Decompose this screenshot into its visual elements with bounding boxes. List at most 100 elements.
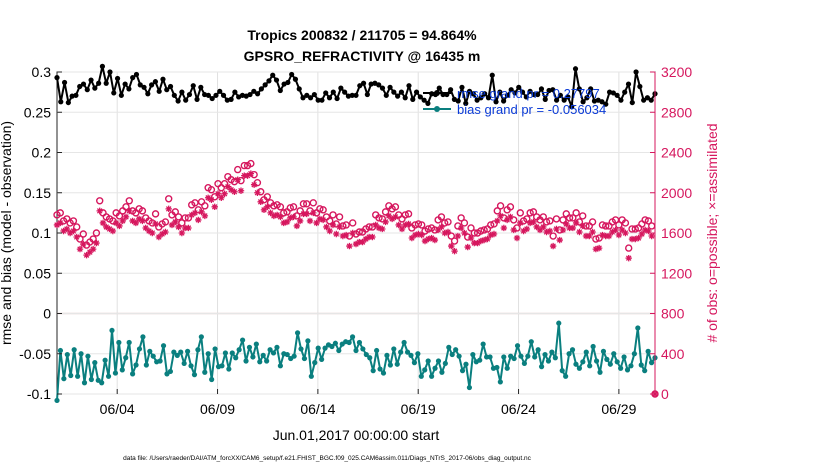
rmse-point bbox=[133, 71, 140, 78]
bias-point bbox=[535, 347, 541, 353]
legend-rmse-marker bbox=[434, 90, 440, 96]
bias-point bbox=[432, 365, 438, 371]
y-right-tick-label: 0 bbox=[661, 386, 669, 402]
rmse-point bbox=[535, 91, 541, 98]
bias-point bbox=[442, 360, 448, 367]
obs-assimilated-point bbox=[589, 228, 596, 236]
obs-assimilated-point bbox=[162, 228, 169, 236]
obs-assimilated-point bbox=[139, 217, 146, 225]
rmse-point bbox=[550, 87, 556, 93]
obs-possible-point bbox=[280, 209, 288, 217]
obs-possible-point bbox=[286, 204, 294, 212]
bias-point bbox=[219, 363, 225, 369]
obs-assimilated-point bbox=[549, 242, 557, 250]
obs-possible-point bbox=[644, 217, 653, 225]
obs-assimilated-glyph bbox=[231, 188, 238, 195]
obs-possible-point bbox=[542, 218, 551, 226]
rmse-point bbox=[455, 98, 461, 104]
rmse-point bbox=[190, 83, 196, 89]
x-tick-label: 06/24 bbox=[501, 401, 536, 417]
rmse-point bbox=[504, 92, 510, 98]
obs-assimilated-glyph bbox=[517, 219, 524, 227]
obs-assimilated-point bbox=[264, 203, 271, 211]
bias-point bbox=[642, 368, 648, 374]
obs-assimilated-point bbox=[408, 234, 416, 242]
obs-assimilated-glyph bbox=[201, 212, 209, 220]
rmse-point bbox=[156, 88, 162, 94]
obs-assimilated-glyph bbox=[356, 238, 363, 246]
obs-possible-point bbox=[73, 223, 81, 231]
rmse-point bbox=[213, 92, 219, 98]
obs-possible-point bbox=[138, 207, 147, 215]
obs-possible-point bbox=[349, 219, 357, 227]
obs-assimilated-glyph bbox=[612, 226, 619, 234]
obs-assimilated-point bbox=[352, 240, 360, 248]
bias-point bbox=[346, 339, 352, 346]
obs-assimilated-glyph bbox=[490, 230, 498, 238]
obs-assimilated-point bbox=[467, 234, 475, 242]
obs-assimilated-point bbox=[464, 243, 471, 251]
bias-point bbox=[559, 368, 565, 374]
obs-possible-point bbox=[201, 202, 209, 210]
obs-possible-point bbox=[457, 214, 465, 222]
rmse-point bbox=[622, 89, 628, 95]
rmse-point bbox=[118, 92, 124, 98]
obs-possible-point bbox=[96, 197, 104, 205]
obs-assimilated-point bbox=[510, 226, 517, 234]
obs-assimilated-glyph bbox=[359, 238, 366, 246]
obs-assimilated-point bbox=[582, 232, 590, 240]
bias-point bbox=[277, 363, 283, 369]
obs-possible-point bbox=[391, 203, 400, 211]
x-tick-label: 06/09 bbox=[200, 401, 235, 417]
obs-assimilated-point bbox=[457, 224, 465, 232]
obs-assimilated-point bbox=[53, 221, 61, 229]
obs-assimilated-glyph bbox=[484, 235, 491, 243]
bias-point bbox=[563, 373, 569, 379]
obs-assimilated-point bbox=[382, 218, 389, 226]
obs-assimilated-glyph bbox=[362, 235, 370, 243]
obs-assimilated-point bbox=[188, 211, 195, 219]
obs-possible-point bbox=[625, 244, 633, 252]
rmse-point bbox=[164, 87, 170, 93]
obs-assimilated-glyph bbox=[494, 217, 501, 225]
obs-assimilated-glyph bbox=[477, 237, 485, 245]
obs-assimilated-glyph bbox=[372, 221, 379, 229]
bias-point bbox=[453, 347, 459, 353]
obs-assimilated-point bbox=[451, 247, 458, 255]
obs-possible-point bbox=[92, 229, 101, 237]
obs-assimilated-point bbox=[441, 229, 448, 237]
obs-assimilated-point bbox=[438, 223, 445, 231]
obs-possible-point bbox=[572, 209, 580, 217]
obs-assimilated-point bbox=[254, 189, 261, 196]
bias-point bbox=[415, 351, 421, 357]
bias-point bbox=[360, 346, 366, 352]
bias-point bbox=[456, 353, 462, 359]
obs-assimilated-glyph bbox=[175, 223, 182, 231]
rmse-point bbox=[357, 83, 363, 89]
bias-point bbox=[174, 352, 180, 358]
obs-assimilated-point bbox=[214, 190, 222, 197]
obs-assimilated-point bbox=[342, 231, 350, 239]
obs-assimilated-glyph bbox=[418, 231, 425, 239]
rmse-point bbox=[584, 95, 590, 101]
obs-assimilated-glyph bbox=[507, 213, 514, 221]
bias-point bbox=[356, 339, 363, 346]
bias-point bbox=[284, 351, 290, 358]
bias-point bbox=[459, 368, 466, 374]
obs-assimilated-point bbox=[349, 229, 356, 237]
rmse-point bbox=[376, 82, 382, 88]
bias-point bbox=[463, 361, 469, 367]
obs-assimilated-glyph bbox=[576, 228, 583, 236]
obs-assimilated-glyph bbox=[645, 227, 652, 235]
bias-point bbox=[332, 340, 338, 346]
y-left-tick-label: -0.05 bbox=[19, 346, 51, 362]
obs-assimilated-glyph bbox=[227, 186, 235, 193]
bias-point bbox=[349, 334, 356, 340]
obs-assimilated-glyph bbox=[599, 231, 606, 239]
obs-assimilated-glyph bbox=[530, 218, 537, 226]
obs-assimilated-point bbox=[201, 212, 209, 220]
obs-assimilated-point bbox=[556, 236, 563, 244]
obs-assimilated-glyph bbox=[270, 212, 278, 220]
rmse-point bbox=[448, 87, 454, 93]
obs-assimilated-glyph bbox=[428, 234, 435, 242]
